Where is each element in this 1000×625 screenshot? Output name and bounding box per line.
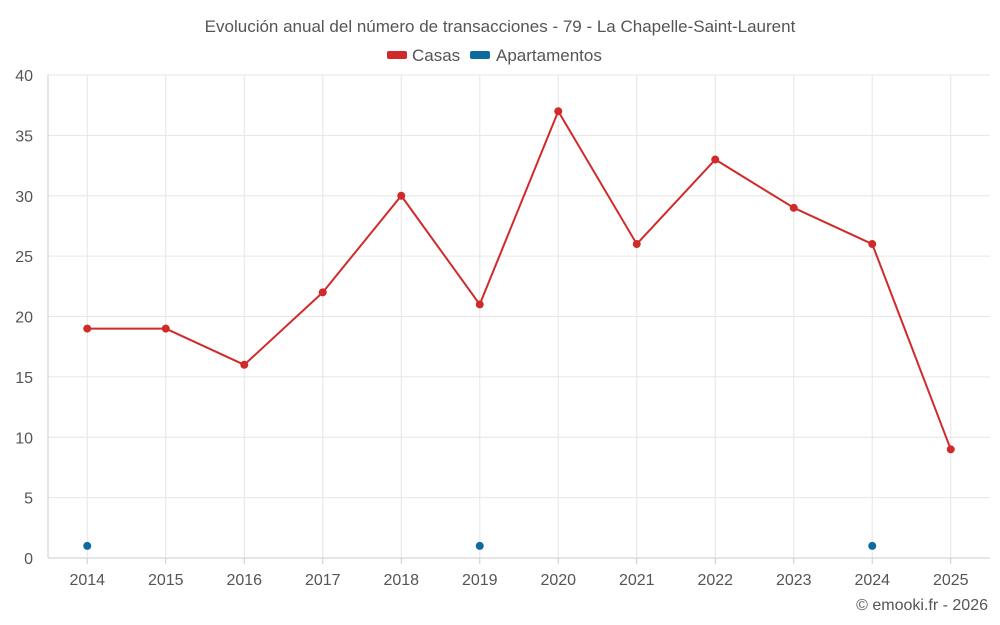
x-axis-ticks: 2014 2015 2016 2017 2018 2019 2020 2021 2022 2023… xyxy=(69,572,968,589)
legend-label-casas: Casas xyxy=(412,46,460,65)
x-tick-label: 2023 xyxy=(776,572,812,589)
x-tick-label: 2022 xyxy=(697,572,733,589)
data-point-casas[interactable] xyxy=(632,240,641,249)
chart-title: Evolución anual del número de transaccio… xyxy=(205,17,796,36)
y-tick-label: 10 xyxy=(15,430,33,447)
x-tick-label: 2025 xyxy=(933,572,969,589)
data-point-apartamentos[interactable] xyxy=(475,541,484,550)
data-point-casas[interactable] xyxy=(946,445,955,454)
series xyxy=(83,107,955,550)
x-tick-label: 2014 xyxy=(69,572,105,589)
grid xyxy=(48,74,990,558)
x-tick-label: 2021 xyxy=(619,572,655,589)
legend-swatch-casas xyxy=(387,51,407,59)
x-tick-label: 2017 xyxy=(305,572,341,589)
legend-label-apartamentos: Apartamentos xyxy=(496,46,602,65)
y-tick-label: 5 xyxy=(24,491,33,508)
credit: © emooki.fr - 2026 xyxy=(856,597,988,614)
data-point-casas[interactable] xyxy=(475,300,484,309)
y-tick-label: 20 xyxy=(15,310,33,327)
data-point-casas[interactable] xyxy=(161,324,170,333)
legend-swatch-apartamentos xyxy=(470,51,490,59)
legend-item-apartamentos[interactable]: Apartamentos xyxy=(470,46,602,65)
y-tick-label: 15 xyxy=(15,370,33,387)
data-point-casas[interactable] xyxy=(240,360,249,369)
data-point-casas[interactable] xyxy=(789,203,798,212)
data-point-casas[interactable] xyxy=(397,191,406,200)
y-tick-label: 40 xyxy=(15,68,33,85)
x-tick-label: 2018 xyxy=(383,572,419,589)
x-tick-label: 2020 xyxy=(540,572,576,589)
x-tick-label: 2024 xyxy=(854,572,890,589)
y-tick-label: 30 xyxy=(15,189,33,206)
data-point-casas[interactable] xyxy=(868,240,877,249)
data-point-casas[interactable] xyxy=(554,107,563,116)
y-tick-label: 25 xyxy=(15,249,33,266)
axes xyxy=(47,75,990,564)
data-point-casas[interactable] xyxy=(711,155,720,164)
y-tick-label: 0 xyxy=(24,551,33,568)
y-tick-label: 35 xyxy=(15,128,33,145)
y-axis-ticks: 0 5 10 15 20 25 30 35 40 xyxy=(15,68,33,568)
x-tick-label: 2015 xyxy=(148,572,184,589)
legend-item-casas[interactable]: Casas xyxy=(387,46,460,65)
series-line-casas xyxy=(87,110,952,450)
data-point-apartamentos[interactable] xyxy=(83,541,92,550)
legend: Casas Apartamentos xyxy=(387,46,602,65)
data-point-casas[interactable] xyxy=(318,288,327,297)
x-tick-label: 2016 xyxy=(226,572,262,589)
x-tick-label: 2019 xyxy=(462,572,498,589)
data-point-apartamentos[interactable] xyxy=(868,541,877,550)
data-point-casas[interactable] xyxy=(83,324,92,333)
